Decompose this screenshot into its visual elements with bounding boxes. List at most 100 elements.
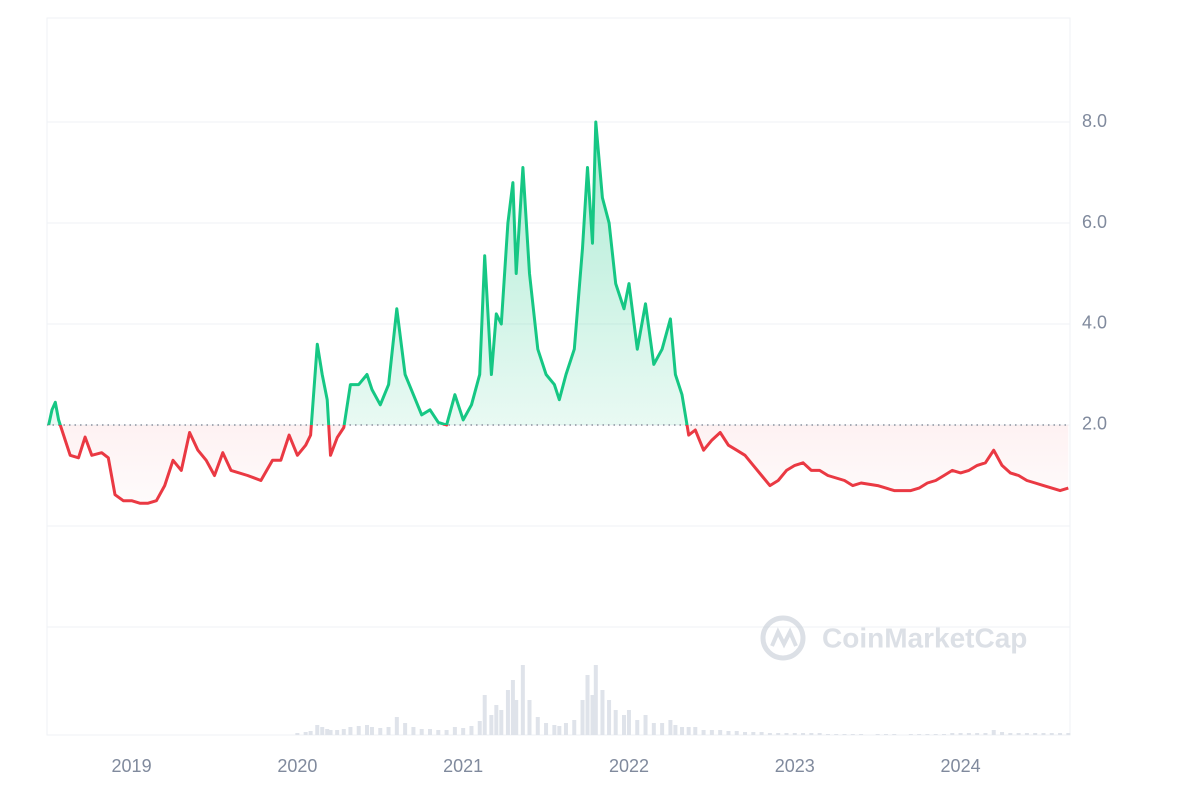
volume-bar — [1000, 732, 1005, 735]
volume-bar — [444, 730, 449, 735]
volume-bar — [875, 734, 880, 735]
volume-bar — [477, 721, 482, 735]
volume-bar — [767, 733, 772, 735]
volume-bar — [419, 729, 424, 735]
volume-bar — [452, 727, 457, 735]
volume-bar — [635, 720, 640, 735]
volume-bar — [751, 732, 756, 735]
volume-bar — [975, 733, 980, 735]
x-tick-label: 2024 — [941, 756, 981, 776]
volume-bar — [1016, 733, 1021, 735]
volume-bar — [510, 680, 515, 735]
volume-bar — [718, 730, 723, 735]
x-tick-label: 2023 — [775, 756, 815, 776]
volume-bar — [693, 727, 698, 735]
volume-bar — [801, 733, 806, 735]
volume-bar — [348, 727, 353, 735]
watermark-text: CoinMarketCap — [822, 622, 1027, 653]
volume-bar — [621, 715, 626, 735]
price-line-above — [47, 120, 689, 425]
volume-bar — [668, 720, 673, 735]
volume-bar — [552, 725, 557, 735]
volume-bar — [709, 730, 714, 735]
volume-bar — [394, 717, 399, 735]
volume-bar — [743, 732, 748, 735]
volume-bar — [514, 700, 519, 735]
volume-bar — [461, 728, 466, 735]
volume-bar — [600, 690, 605, 735]
volume-bar — [469, 726, 474, 735]
volume-bar — [950, 733, 955, 735]
volume-bar — [784, 733, 789, 735]
volume-bar — [686, 727, 691, 735]
volume-bar — [726, 731, 731, 735]
volume-bar — [850, 734, 855, 735]
volume-bar — [1058, 733, 1063, 735]
volume-bar — [651, 723, 656, 735]
volume-bar — [328, 730, 333, 735]
volume-bar — [613, 710, 618, 735]
volume-bar — [489, 715, 494, 735]
volume-bar — [364, 725, 369, 735]
volume-bar — [1024, 733, 1029, 735]
volume-bar — [1041, 733, 1046, 735]
volume-bar — [834, 734, 839, 735]
volume-bar — [1049, 733, 1054, 735]
volume-bar — [320, 727, 325, 735]
volume-bar — [1008, 733, 1013, 735]
volume-bar — [933, 734, 938, 735]
volume-bar — [792, 733, 797, 735]
area-below — [48, 424, 1069, 504]
volume-bar — [892, 734, 897, 735]
volume-bar — [325, 729, 330, 735]
volume-bar — [341, 729, 346, 735]
volume-bar — [590, 695, 595, 735]
volume-bar — [563, 723, 568, 735]
volume-bar — [580, 700, 585, 735]
volume-bar — [908, 734, 913, 735]
volume-bar — [520, 665, 525, 735]
watermark: CoinMarketCap — [760, 615, 1027, 661]
volume-bar — [505, 690, 510, 735]
volume-bar — [411, 727, 416, 735]
volume-bar — [308, 731, 313, 735]
volume-bar — [917, 734, 922, 735]
volume-bar — [585, 675, 590, 735]
volume-bar — [701, 730, 706, 735]
volume-bar — [499, 710, 504, 735]
volume-bar — [535, 717, 540, 735]
volume-bar — [680, 727, 685, 735]
volume-bar — [369, 727, 374, 735]
volume-bar — [842, 734, 847, 735]
volume-bar — [482, 695, 487, 735]
volume-bar — [356, 726, 361, 735]
volume-bar — [883, 734, 888, 735]
volume-bar — [660, 723, 665, 735]
volume-bar — [303, 732, 308, 735]
volume-bar — [386, 727, 391, 735]
volume-bar — [315, 725, 320, 735]
y-tick-label: 2.0 — [1082, 414, 1107, 434]
x-tick-label: 2019 — [112, 756, 152, 776]
volume-bar — [572, 720, 577, 735]
volume-bar — [776, 733, 781, 735]
volume-bar — [544, 723, 549, 735]
volume-bar — [966, 733, 971, 735]
volume-bar — [958, 733, 963, 735]
y-tick-label: 6.0 — [1082, 212, 1107, 232]
x-tick-label: 2020 — [277, 756, 317, 776]
volume-bar — [378, 728, 383, 735]
volume-bar — [557, 726, 562, 735]
volume-bar — [593, 665, 598, 735]
y-tick-label: 8.0 — [1082, 111, 1107, 131]
volume-bar — [626, 710, 631, 735]
volume-bar — [759, 732, 764, 735]
volume-bar — [436, 730, 441, 735]
volume-bar — [941, 734, 946, 735]
volume-bar — [403, 723, 408, 735]
volume-bar — [1033, 733, 1038, 735]
volume-bar — [607, 700, 612, 735]
volume-bar — [734, 731, 739, 735]
volume-bar — [925, 734, 930, 735]
